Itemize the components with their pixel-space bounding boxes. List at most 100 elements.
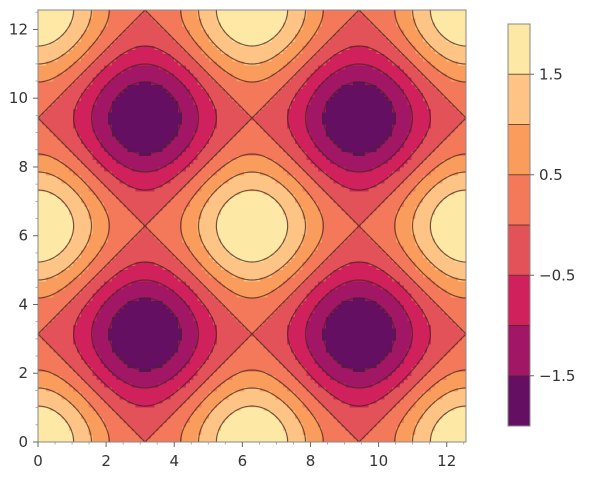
contour-cell — [170, 410, 175, 416]
contour-cell — [209, 198, 214, 204]
contour-cell — [57, 229, 62, 235]
contour-cell — [174, 438, 179, 443]
contour-cell — [123, 21, 129, 27]
contour-cell — [73, 37, 78, 43]
contour-cell — [139, 284, 144, 290]
contour-cell — [154, 371, 160, 376]
contour-cell — [162, 159, 167, 164]
contour-cell — [88, 422, 94, 427]
contour-cell — [100, 155, 105, 160]
contour-cell — [201, 163, 206, 168]
contour-cell — [197, 108, 203, 113]
contour-cell — [127, 233, 132, 239]
contour-cell — [123, 261, 129, 266]
contour-cell — [104, 29, 109, 35]
contour-cell — [49, 222, 55, 227]
contour-cell — [96, 367, 101, 372]
contour-cell — [150, 363, 156, 368]
contour-cell — [115, 182, 121, 188]
contour-cell — [108, 375, 113, 380]
contour-cell — [73, 151, 78, 156]
contour-cell — [162, 390, 167, 396]
contour-cell — [166, 284, 171, 290]
contour-cell — [100, 108, 105, 113]
contour-cell — [61, 84, 66, 90]
contour-cell — [170, 390, 175, 396]
contour-cell — [178, 233, 183, 239]
contour-cell — [146, 96, 152, 101]
contour-cell — [84, 245, 90, 251]
contour-cell — [73, 25, 78, 31]
contour-cell — [127, 324, 132, 329]
contour-cell — [76, 45, 82, 50]
contour-cell — [181, 422, 187, 427]
contour-cell — [131, 269, 136, 274]
contour-cell — [69, 92, 74, 97]
contour-cell — [69, 288, 74, 294]
contour-cell — [127, 284, 132, 290]
contour-cell — [84, 214, 90, 219]
contour-cell — [143, 112, 148, 117]
contour-cell — [104, 375, 109, 380]
contour-cell — [197, 257, 203, 262]
contour-cell — [166, 112, 171, 117]
contour-cell — [158, 284, 164, 290]
contour-cell — [127, 108, 132, 113]
contour-cell — [150, 25, 156, 31]
contour-cell — [76, 375, 82, 380]
contour-cell — [115, 300, 121, 306]
contour-cell — [73, 430, 78, 435]
contour-cell — [154, 10, 160, 15]
contour-cell — [108, 84, 113, 90]
contour-cell — [41, 257, 47, 262]
contour-cell — [197, 398, 203, 404]
contour-cell — [170, 218, 175, 223]
contour-cell — [88, 119, 94, 125]
contour-cell — [80, 13, 86, 19]
contour-cell — [201, 269, 206, 274]
contour-cell — [127, 300, 132, 306]
contour-cell — [69, 387, 74, 392]
contour-cell — [41, 229, 47, 235]
contour-cell — [127, 422, 132, 427]
contour-cell — [92, 296, 97, 302]
contour-cell — [45, 112, 51, 117]
contour-cell — [49, 394, 55, 400]
contour-cell — [100, 17, 105, 23]
contour-cell — [57, 320, 62, 325]
contour-cell — [127, 143, 132, 149]
contour-cell — [181, 37, 187, 43]
contour-cell — [80, 335, 86, 341]
contour-cell — [209, 186, 214, 192]
contour-cell — [76, 379, 82, 384]
contour-cell — [49, 61, 55, 66]
contour-cell — [38, 280, 43, 286]
contour-cell — [197, 280, 203, 286]
contour-cell — [53, 88, 59, 94]
contour-cell — [76, 422, 82, 427]
contour-cell — [181, 245, 187, 251]
contour-cell — [53, 249, 59, 255]
contour-cell — [96, 288, 101, 294]
contour-cell — [154, 430, 160, 435]
contour-cell — [146, 398, 152, 404]
contour-cell — [189, 438, 195, 443]
contour-cell — [123, 64, 129, 70]
contour-cell — [96, 422, 101, 427]
contour-cell — [119, 131, 125, 137]
contour-cell — [49, 426, 55, 431]
contour-cell — [158, 186, 164, 192]
contour-cell — [127, 371, 132, 376]
contour-cell — [84, 229, 90, 235]
contour-cell — [209, 265, 214, 270]
contour-cell — [143, 21, 148, 27]
contour-cell — [174, 202, 179, 207]
contour-cell — [201, 371, 206, 376]
contour-cell — [150, 426, 156, 431]
contour-cell — [80, 229, 86, 235]
contour-cell — [119, 277, 125, 282]
contour-cell — [123, 438, 129, 443]
contour-cell — [189, 394, 195, 400]
contour-cell — [84, 328, 90, 333]
contour-cell — [76, 206, 82, 211]
